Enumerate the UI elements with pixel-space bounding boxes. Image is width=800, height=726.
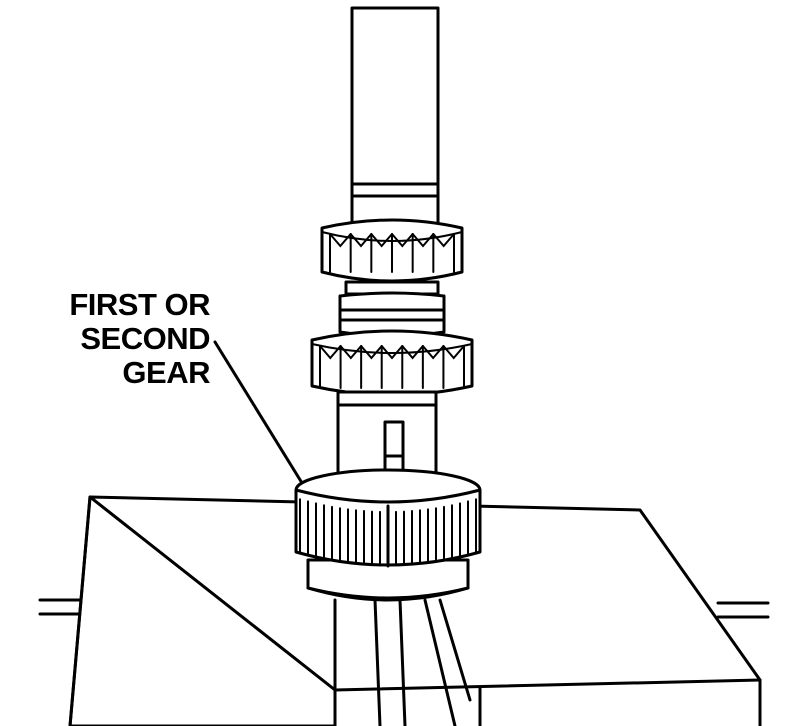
gear-tooth-chamfer: [349, 233, 373, 248]
press-ram: [350, 6, 440, 230]
upper-gear: [320, 218, 464, 283]
gear-tooth-chamfer: [370, 233, 393, 248]
callout-line-3: GEAR: [122, 355, 210, 390]
gear-tooth-chamfer: [421, 345, 445, 360]
gear-tooth-chamfer: [360, 345, 383, 360]
middle-gear: [310, 329, 474, 397]
callout-line-2: SECOND: [80, 321, 210, 356]
gear-tooth-chamfer: [432, 233, 455, 248]
gear-tooth-chamfer: [391, 233, 414, 248]
gear-spacer: [338, 280, 446, 338]
right-rail: [716, 601, 770, 619]
gear-tooth-chamfer: [339, 345, 363, 360]
gear-tooth-chamfer: [411, 233, 435, 248]
gear-tooth-chamfer: [401, 345, 424, 360]
plate-slot: [333, 598, 472, 726]
gear-tooth-chamfer: [329, 233, 352, 248]
gear-tooth-chamfer: [319, 345, 342, 360]
lower-hub: [306, 558, 470, 602]
gear-tooth-chamfer: [380, 345, 404, 360]
callout-leader-line: [213, 340, 304, 485]
first-or-second-gear: [294, 468, 482, 568]
gear-tooth-chamfer: [442, 345, 465, 360]
gear-callout-label: FIRST OR SECOND GEAR: [30, 288, 210, 390]
callout-line-1: FIRST OR: [69, 287, 210, 322]
